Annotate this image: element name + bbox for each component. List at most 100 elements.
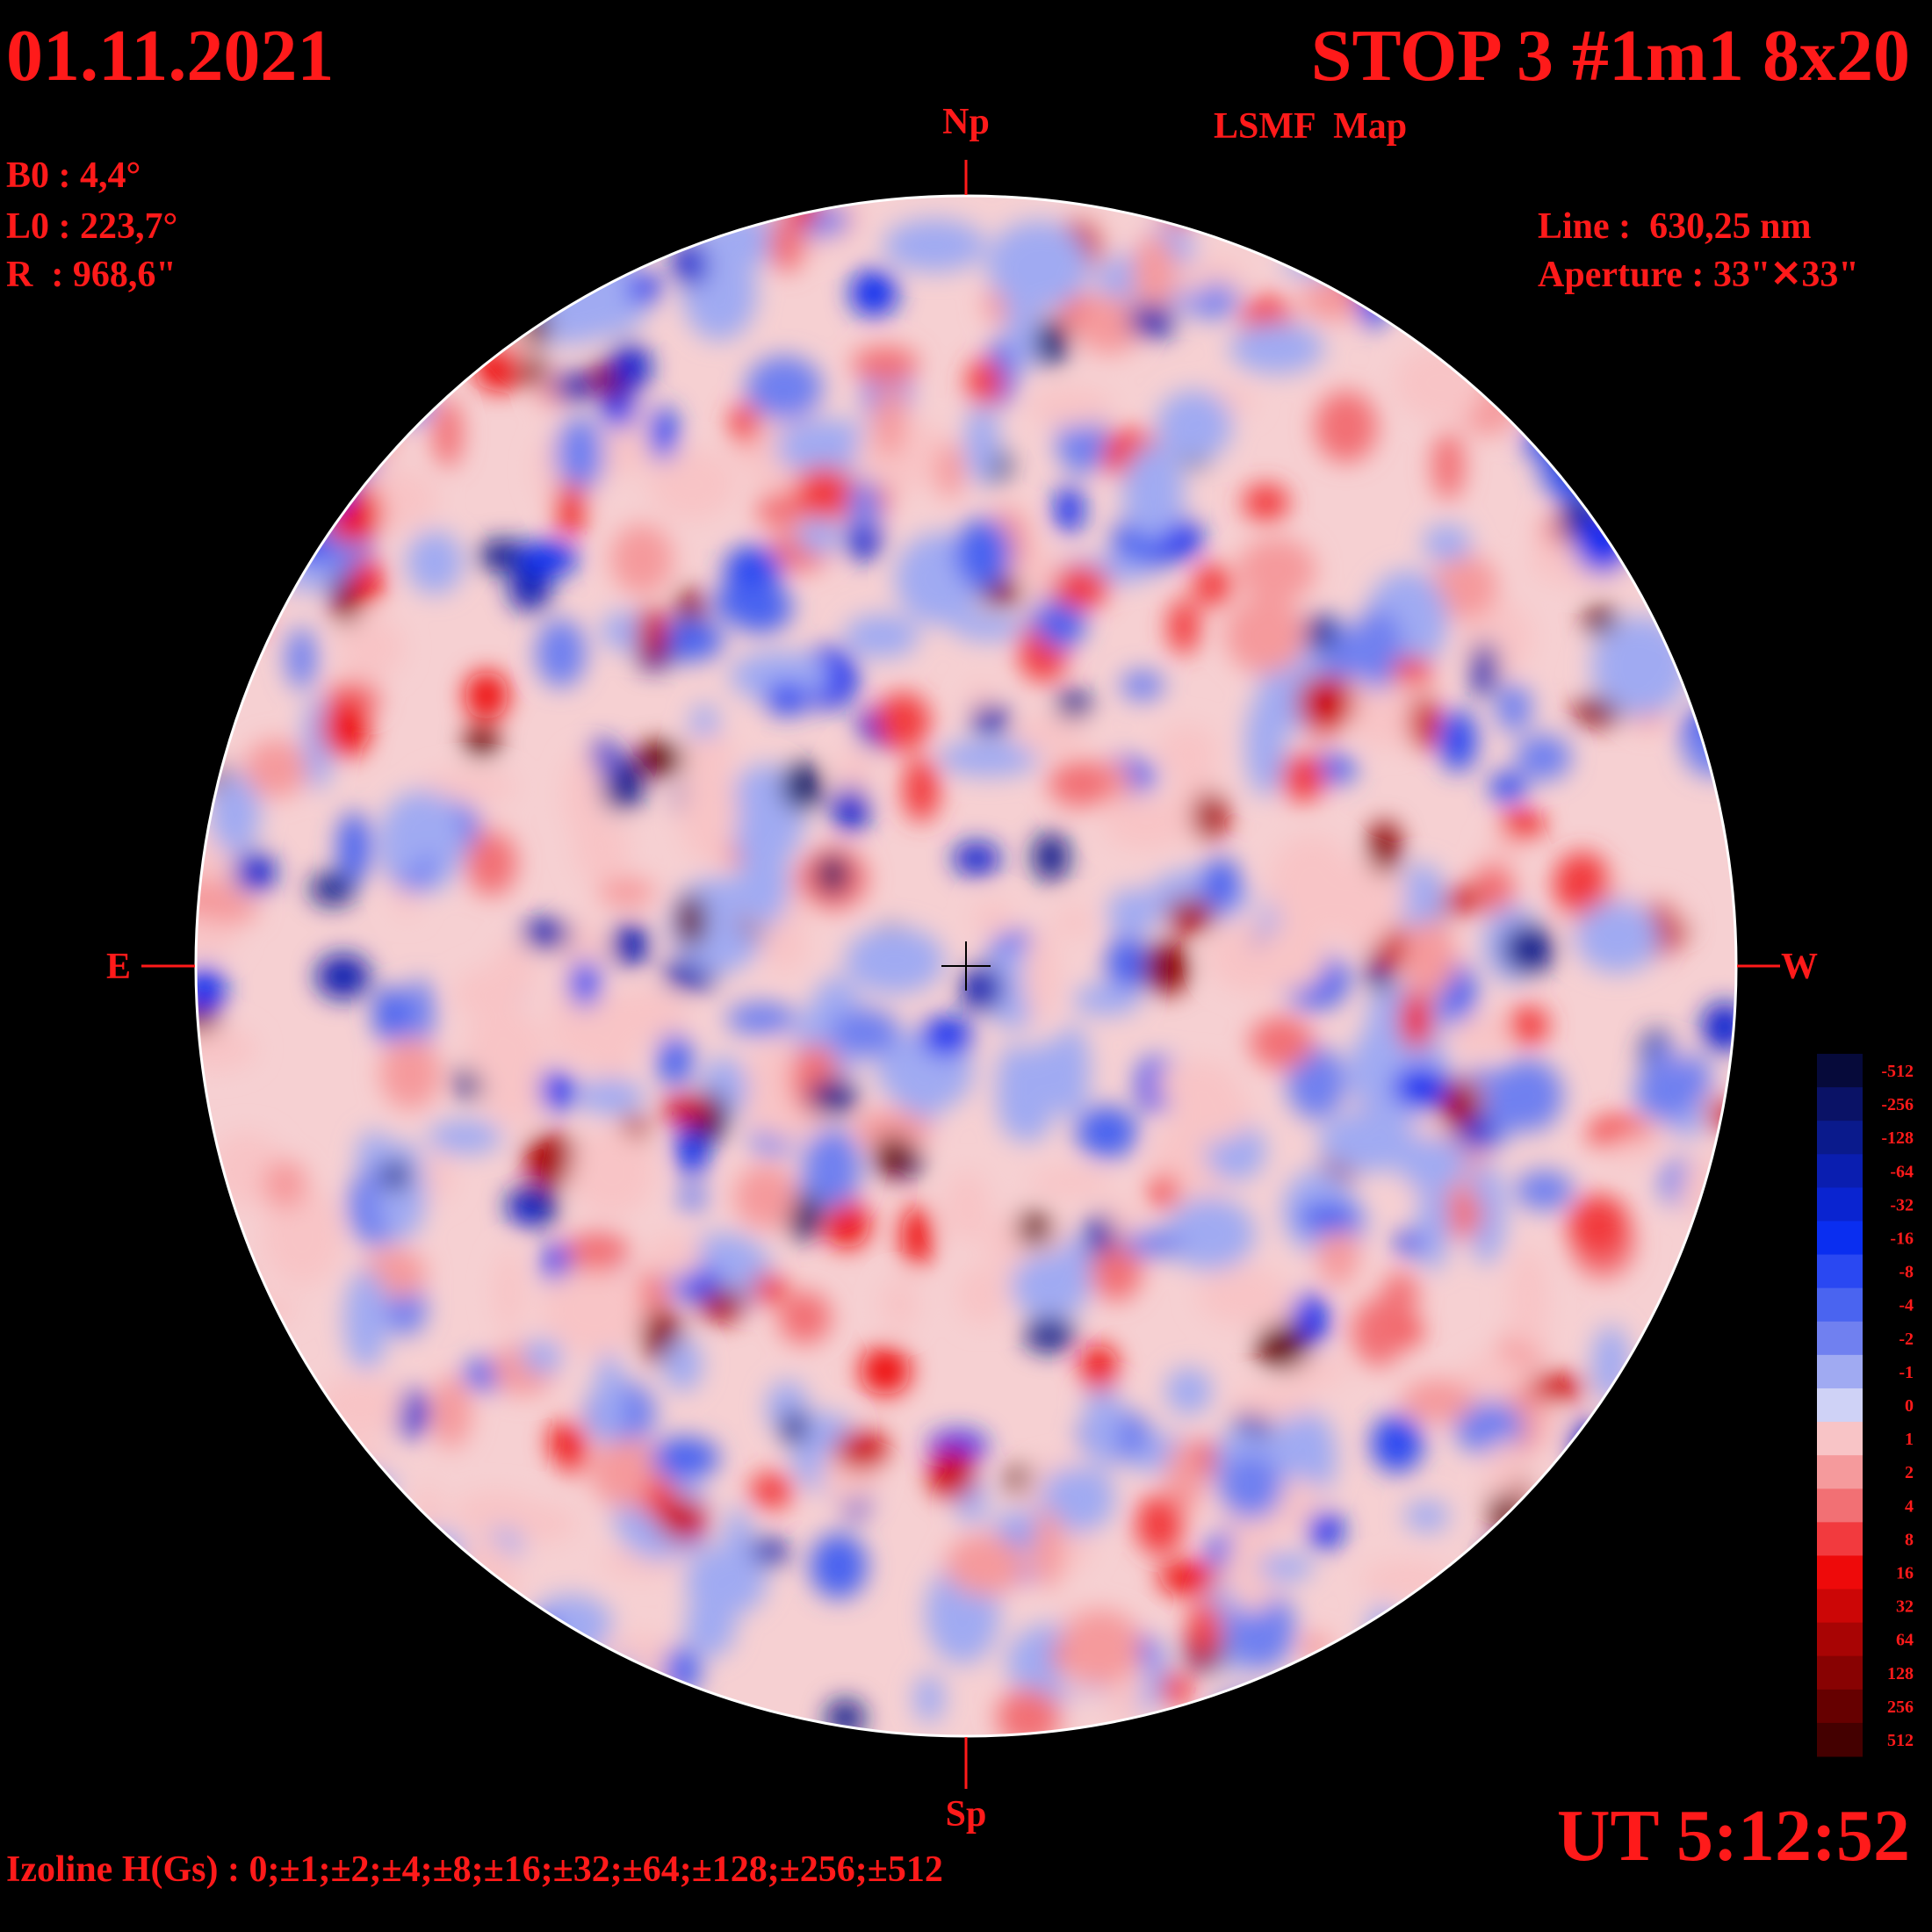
field-patch xyxy=(1076,1106,1138,1159)
field-patch xyxy=(1485,833,1524,871)
field-patch xyxy=(1060,1609,1143,1686)
field-patch xyxy=(883,219,986,272)
field-patch xyxy=(433,398,463,468)
field-patch xyxy=(1398,1137,1468,1192)
field-patch xyxy=(1128,305,1176,337)
field-patch xyxy=(662,1337,703,1392)
field-patch xyxy=(1368,820,1402,875)
field-patch xyxy=(793,466,855,522)
field-patch xyxy=(1399,991,1433,1049)
field-patch xyxy=(549,1421,580,1463)
field-patch xyxy=(1014,715,1086,756)
line-param: Line : 630,25 nm xyxy=(1538,206,1812,247)
north-label: Np xyxy=(942,102,990,142)
field-patch xyxy=(752,1274,787,1303)
colorbar-label: -16 xyxy=(1890,1229,1914,1249)
field-patch xyxy=(1450,1013,1509,1057)
field-patch xyxy=(1193,564,1232,607)
field-patch xyxy=(1438,1079,1482,1130)
colorbar-label: -32 xyxy=(1890,1195,1914,1215)
field-patch xyxy=(833,785,869,833)
field-patch xyxy=(629,271,660,305)
field-patch xyxy=(1167,599,1200,655)
field-patch xyxy=(1170,1082,1252,1143)
field-patch xyxy=(1201,857,1241,910)
field-patch xyxy=(697,1287,746,1323)
field-patch xyxy=(1101,797,1192,850)
field-patch xyxy=(551,372,594,401)
field-patch xyxy=(1161,1671,1189,1707)
field-patch xyxy=(1307,614,1335,652)
colorbar-label: 2 xyxy=(1905,1463,1914,1482)
field-patch xyxy=(1471,641,1498,697)
field-patch xyxy=(851,346,919,382)
field-patch xyxy=(1027,386,1114,428)
colorbar-swatch xyxy=(1817,1689,1863,1724)
colorbar-swatch xyxy=(1817,1455,1863,1489)
colorbar-label: -1 xyxy=(1899,1363,1914,1382)
field-patch xyxy=(1027,1168,1113,1197)
field-patch xyxy=(1318,1111,1418,1172)
field-patch xyxy=(556,482,586,536)
field-patch xyxy=(196,917,239,956)
title: STOP 3 #1m1 8x20 xyxy=(1311,15,1910,97)
field-patch xyxy=(478,539,529,573)
field-patch xyxy=(1409,695,1438,750)
colorbar-swatch xyxy=(1817,1354,1863,1389)
field-patch xyxy=(1500,810,1544,840)
field-patch xyxy=(1401,1378,1474,1424)
field-patch xyxy=(381,1160,410,1191)
field-patch xyxy=(569,1128,655,1217)
field-patch xyxy=(209,773,261,854)
field-patch xyxy=(465,830,517,896)
field-patch xyxy=(310,872,355,906)
field-patch xyxy=(913,1673,945,1723)
field-patch xyxy=(1017,1210,1052,1246)
field-patch xyxy=(1404,1500,1450,1532)
field-patch xyxy=(677,1184,707,1212)
field-patch xyxy=(829,1008,901,1057)
field-patch xyxy=(803,1128,861,1208)
colorbar-swatch xyxy=(1817,1489,1863,1523)
field-patch xyxy=(351,557,383,605)
field-patch xyxy=(536,618,587,688)
field-patch xyxy=(1106,934,1148,994)
field-patch xyxy=(951,613,1026,641)
field-patch xyxy=(1173,257,1247,298)
field-patch xyxy=(874,1135,912,1178)
field-patch xyxy=(1554,852,1611,918)
field-patch xyxy=(649,406,678,461)
colorbar-label: -8 xyxy=(1899,1263,1914,1282)
field-patch xyxy=(1268,834,1356,939)
colorbar-label: -512 xyxy=(1881,1062,1914,1081)
field-patch xyxy=(679,762,739,864)
colorbar-swatch xyxy=(1817,1388,1863,1423)
field-patch xyxy=(1371,1414,1424,1473)
field-patch xyxy=(834,1430,889,1471)
field-patch xyxy=(1352,1299,1405,1366)
field-patch xyxy=(1443,887,1483,914)
field-patch xyxy=(1024,1316,1075,1352)
field-patch xyxy=(817,854,848,895)
field-patch xyxy=(1423,524,1472,562)
field-patch xyxy=(483,1066,544,1128)
field-patch xyxy=(343,1269,388,1371)
izoline: Izoline H(Gs) : 0;±1;±2;±4;±8;±16;±32;±6… xyxy=(6,1849,943,1890)
field-patch xyxy=(388,801,428,882)
field-patch xyxy=(465,671,508,720)
field-patch xyxy=(1022,928,1059,1021)
field-patch xyxy=(737,839,789,927)
colorbar-label: -256 xyxy=(1881,1095,1914,1114)
field-patch xyxy=(724,545,782,595)
field-patch xyxy=(1508,1247,1548,1352)
field-patch xyxy=(685,1546,768,1617)
field-patch xyxy=(1352,609,1403,690)
field-patch xyxy=(1085,1214,1114,1255)
field-patch xyxy=(854,1109,932,1150)
field-patch xyxy=(860,1346,911,1395)
field-patch xyxy=(873,381,906,458)
field-patch xyxy=(1489,772,1527,804)
field-patch xyxy=(953,841,1000,876)
field-patch xyxy=(1257,1323,1309,1370)
field-patch xyxy=(1255,924,1328,991)
